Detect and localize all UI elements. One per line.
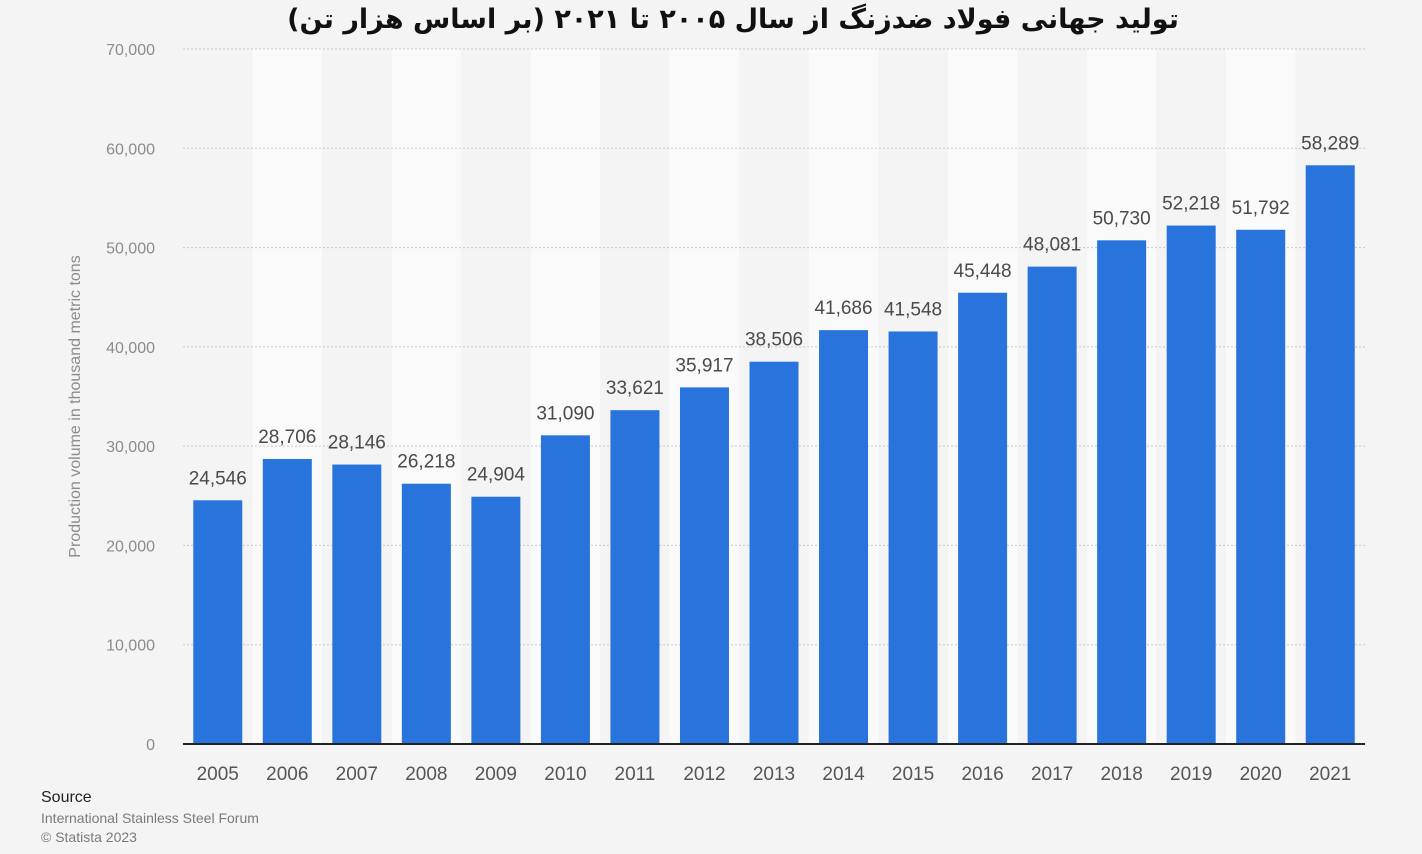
bar-2010[interactable] (540, 435, 590, 744)
y-tick-label: 0 (146, 737, 155, 754)
value-labels: 24,546 28,706 28,146 26,218 24,904 31,090 33,6… (189, 133, 1360, 489)
x-tick-label: 2008 (405, 764, 447, 785)
y-tick-label: 60,000 (106, 141, 155, 158)
data-label: 24,904 (467, 465, 526, 486)
x-tick-label: 2012 (683, 764, 725, 785)
x-tick-label: 2014 (822, 764, 865, 785)
data-label: 48,081 (1023, 235, 1081, 256)
bar-2020[interactable] (1236, 229, 1286, 745)
bar-2015[interactable] (888, 331, 938, 744)
source-link[interactable]: International Stainless Steel Forum (41, 810, 259, 826)
x-tick-label: 2015 (892, 764, 934, 785)
data-label: 28,146 (328, 433, 386, 454)
data-label: 35,917 (675, 355, 733, 376)
y-tick-label: 10,000 (106, 638, 155, 655)
data-label: 41,686 (814, 298, 872, 319)
x-tick-label: 2013 (753, 764, 795, 785)
data-label: 58,289 (1301, 133, 1359, 154)
bar-2017[interactable] (1027, 266, 1077, 744)
x-axis: 2005 2006 2007 2008 2009 2010 2011 2012 2013 2014… (183, 743, 1365, 785)
x-tick-label: 2006 (266, 764, 308, 785)
bar-2006[interactable] (262, 458, 312, 744)
x-tick-label: 2009 (475, 764, 517, 785)
y-tick-label: 40,000 (106, 340, 155, 357)
bar-2005[interactable] (193, 500, 243, 744)
x-tick-label: 2011 (615, 764, 656, 785)
source-heading: Source (41, 789, 92, 806)
data-label: 51,792 (1232, 198, 1290, 219)
x-tick-label: 2016 (961, 764, 1003, 785)
y-tick-label: 50,000 (106, 241, 155, 258)
x-tick-label: 2010 (544, 764, 586, 785)
bars (193, 165, 1355, 745)
data-label: 26,218 (397, 452, 455, 473)
copyright-text: © Statista 2023 (41, 829, 137, 845)
bar-2009[interactable] (471, 496, 521, 744)
y-axis-title: Production volume in thousand metric ton… (67, 255, 84, 557)
y-tick-label: 20,000 (106, 538, 155, 555)
bar-2018[interactable] (1097, 240, 1147, 744)
x-tick-label: 2018 (1101, 764, 1143, 785)
data-label: 38,506 (745, 330, 803, 351)
y-tick-label: 30,000 (106, 439, 155, 456)
bar-2008[interactable] (401, 483, 451, 744)
data-label: 31,090 (536, 403, 594, 424)
bar-2016[interactable] (958, 292, 1008, 744)
bar-2019[interactable] (1166, 225, 1216, 744)
y-axis: 0 10,000 20,000 30,000 40,000 50,000 60,000 70,… (67, 42, 155, 754)
x-tick-label: 2017 (1031, 764, 1073, 785)
data-label: 33,621 (606, 378, 664, 399)
x-tick-label: 2007 (336, 764, 378, 785)
x-tick-label: 2019 (1170, 764, 1212, 785)
data-label: 28,706 (258, 427, 316, 448)
y-tick-label: 70,000 (106, 42, 155, 59)
bar-2013[interactable] (749, 361, 799, 744)
data-label: 50,730 (1093, 208, 1151, 229)
data-label: 52,218 (1162, 194, 1220, 215)
bar-2012[interactable] (679, 387, 729, 744)
bar-2007[interactable] (332, 464, 382, 744)
bar-2014[interactable] (819, 330, 869, 744)
data-label: 45,448 (954, 261, 1012, 282)
chart-title: تولید جهانی فولاد ضدزنگ از سال ۲۰۰۵ تا ۲… (287, 4, 1179, 35)
x-tick-label: 2005 (197, 764, 239, 785)
x-tick-label: 2020 (1240, 764, 1282, 785)
data-label: 24,546 (189, 468, 247, 489)
bar-2011[interactable] (610, 410, 660, 744)
bar-2021[interactable] (1305, 165, 1355, 744)
x-tick-label: 2021 (1309, 764, 1351, 785)
data-label: 41,548 (884, 299, 942, 320)
